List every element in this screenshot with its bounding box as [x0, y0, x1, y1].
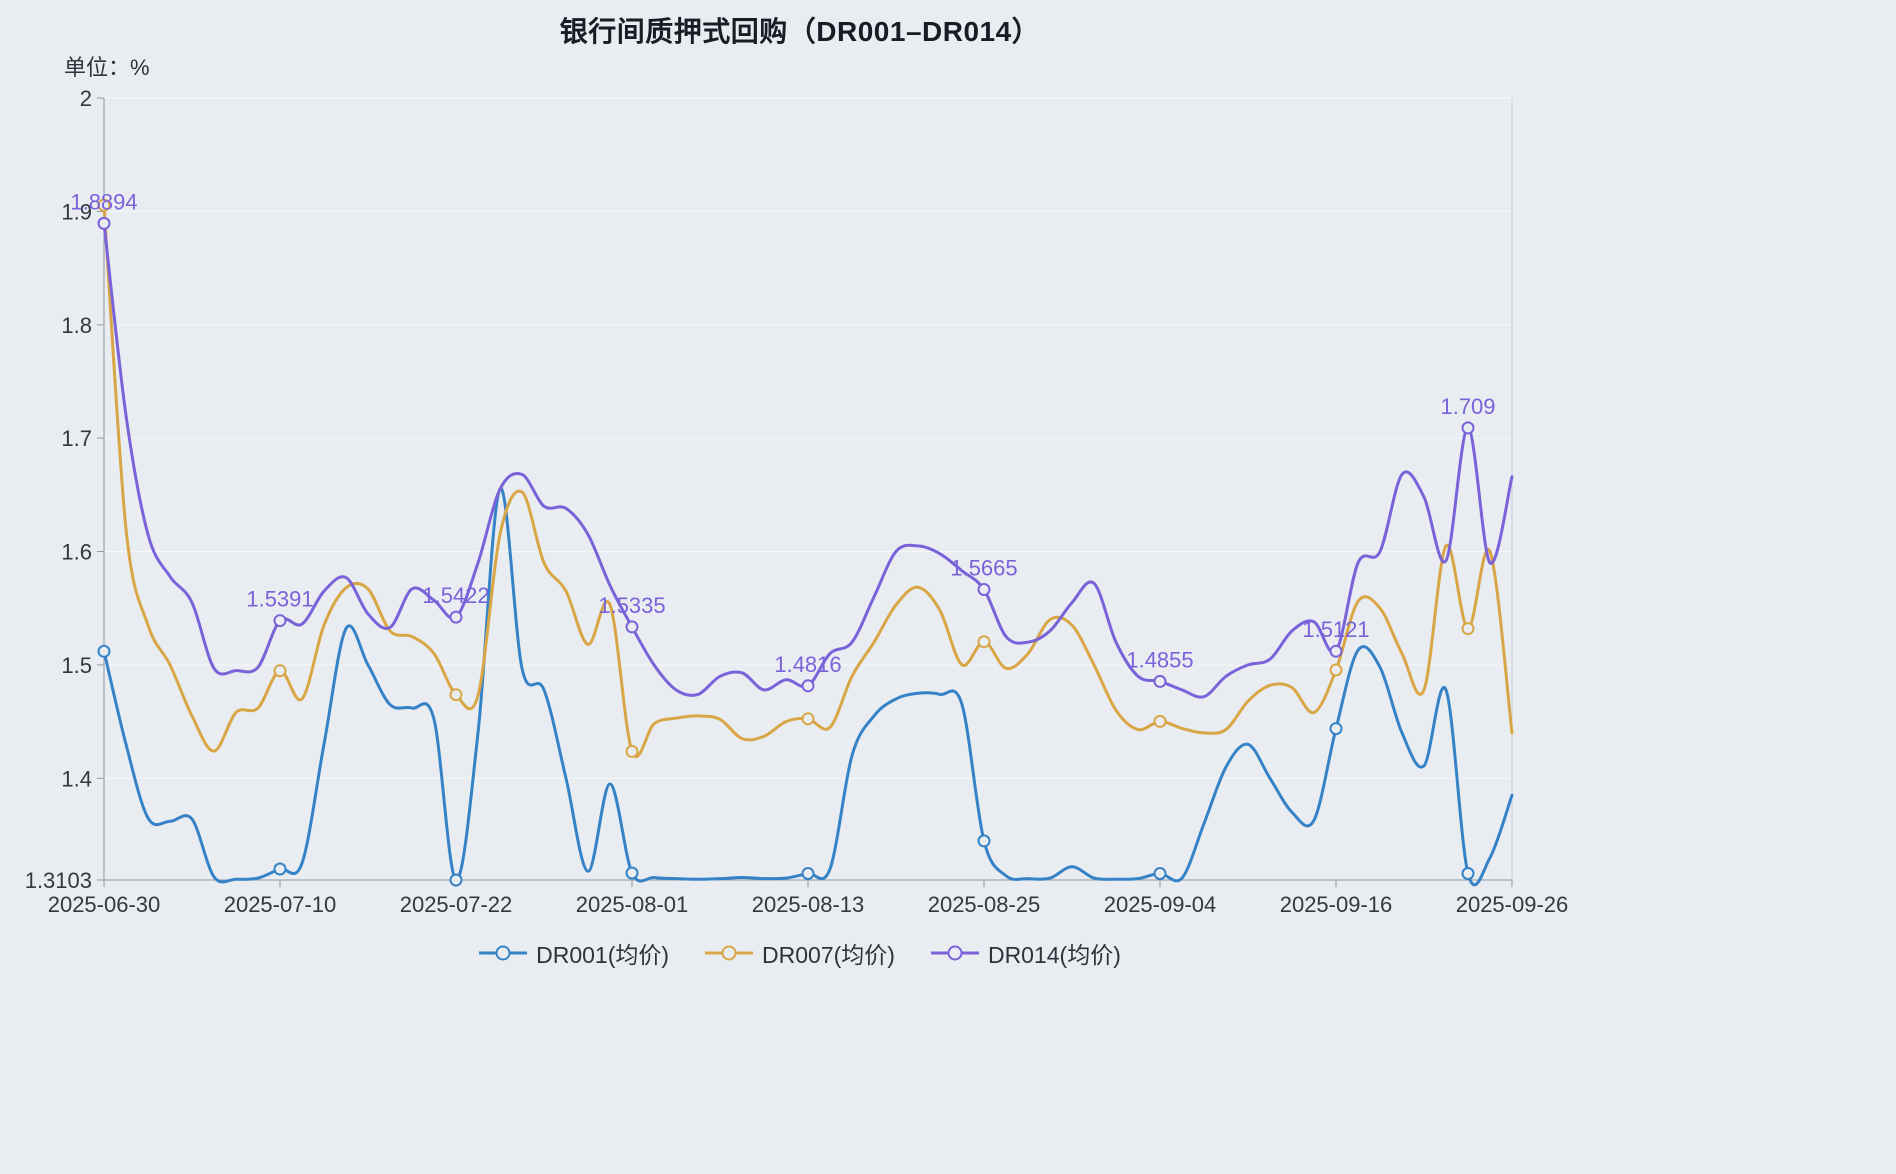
- legend-line-icon: [479, 945, 528, 961]
- x-axis-labels: 2025-06-30 2025-07-10 2025-07-22 2025-08-01…: [48, 880, 1569, 917]
- data-point-marker[interactable]: [977, 834, 991, 848]
- y-tick-label: 1.9: [61, 199, 92, 224]
- x-tick-label: 2025-08-25: [928, 892, 1041, 917]
- point-value-label: 1.4816: [774, 652, 841, 677]
- data-point-marker[interactable]: [1329, 722, 1343, 736]
- data-point-marker[interactable]: [1329, 644, 1343, 658]
- point-value-label: 1.5391: [246, 587, 313, 612]
- point-value-label: 1.5422: [422, 583, 489, 608]
- legend-line-icon: [930, 945, 979, 961]
- point-value-label: 1.4855: [1126, 647, 1193, 672]
- x-tick-label: 2025-07-22: [400, 892, 513, 917]
- data-point-marker[interactable]: [1329, 663, 1343, 677]
- series-line-dr001: [102, 487, 1514, 887]
- point-value-label: 1.5665: [950, 556, 1017, 581]
- x-tick-label: 2025-09-04: [1104, 892, 1217, 917]
- legend-item-label: DR014(均价): [987, 942, 1121, 968]
- data-point-marker[interactable]: [97, 198, 111, 212]
- series-markers-dr007: [97, 198, 1475, 758]
- data-point-marker[interactable]: [449, 610, 463, 624]
- point-value-label: 1.8894: [70, 189, 137, 214]
- y-tick-label: 1.7: [61, 426, 92, 451]
- data-point-marker[interactable]: [1153, 674, 1167, 688]
- data-point-marker[interactable]: [977, 635, 991, 649]
- data-point-marker[interactable]: [449, 873, 463, 887]
- y-axis-labels: 2 1.9 1.8 1.7 1.6 1.5 1.4 1.3103: [25, 86, 104, 893]
- dr014-point-labels: 1.8894 1.5391 1.5422 1.5335 1.4816 1.5665 1.48…: [70, 189, 1495, 676]
- data-point-marker[interactable]: [1153, 867, 1167, 880]
- data-point-marker[interactable]: [97, 644, 111, 658]
- point-value-label: 1.5121: [1302, 617, 1369, 642]
- y-tick-label: 1.6: [61, 540, 92, 565]
- data-point-marker[interactable]: [977, 583, 991, 596]
- legend-item-dr007[interactable]: DR007(均价): [705, 936, 895, 970]
- x-tick-label: 2025-08-01: [576, 892, 689, 917]
- data-point-marker[interactable]: [1153, 714, 1167, 728]
- y-tick-label: 1.8: [61, 313, 92, 338]
- y-tick-label: 1.4: [61, 766, 92, 791]
- series-line-dr007: [102, 203, 1514, 759]
- legend-item-label: DR001(均价): [536, 942, 670, 968]
- data-point-marker[interactable]: [801, 679, 815, 693]
- point-value-label: 1.709: [1440, 394, 1495, 419]
- x-tick-label: 2025-06-30: [48, 892, 161, 917]
- y-tick-label: 1.5: [61, 653, 92, 678]
- data-point-marker[interactable]: [801, 712, 815, 726]
- data-point-marker[interactable]: [449, 688, 463, 702]
- data-point-marker[interactable]: [273, 862, 287, 876]
- data-point-marker[interactable]: [801, 867, 815, 880]
- x-tick-label: 2025-08-13: [752, 892, 865, 917]
- legend-line-icon: [705, 945, 754, 961]
- chart-title: 银行间质押式回购（DR001–DR014）: [559, 16, 1041, 47]
- data-point-marker[interactable]: [625, 620, 639, 634]
- legend-item-dr014[interactable]: DR014(均价): [930, 936, 1121, 970]
- x-tick-label: 2025-09-26: [1456, 892, 1569, 917]
- x-tick-label: 2025-09-16: [1280, 892, 1393, 917]
- data-point-marker[interactable]: [1461, 622, 1475, 636]
- data-point-marker[interactable]: [273, 614, 287, 628]
- series-line-dr014: [102, 221, 1514, 699]
- data-point-marker[interactable]: [273, 664, 287, 678]
- legend-item-label: DR007(均价): [762, 942, 895, 968]
- data-point-marker[interactable]: [625, 866, 639, 880]
- y-tick-label: 1.3103: [25, 868, 92, 893]
- legend-item-dr001[interactable]: DR001(均价): [479, 936, 669, 970]
- chart-legend: DR001(均价) DR007(均价) DR014(均价): [0, 936, 1600, 970]
- axes: [103, 98, 1513, 881]
- data-point-marker[interactable]: [97, 216, 111, 230]
- y-tick-label: 2: [80, 86, 92, 111]
- data-point-marker[interactable]: [625, 744, 639, 758]
- unit-label: 单位：%: [64, 55, 150, 80]
- data-point-marker[interactable]: [1461, 867, 1475, 880]
- series-markers-dr001: [97, 644, 1475, 887]
- x-tick-label: 2025-07-10: [224, 892, 337, 917]
- series-markers-dr014: [97, 216, 1475, 693]
- point-value-label: 1.5335: [598, 593, 665, 618]
- data-point-marker[interactable]: [1461, 421, 1475, 435]
